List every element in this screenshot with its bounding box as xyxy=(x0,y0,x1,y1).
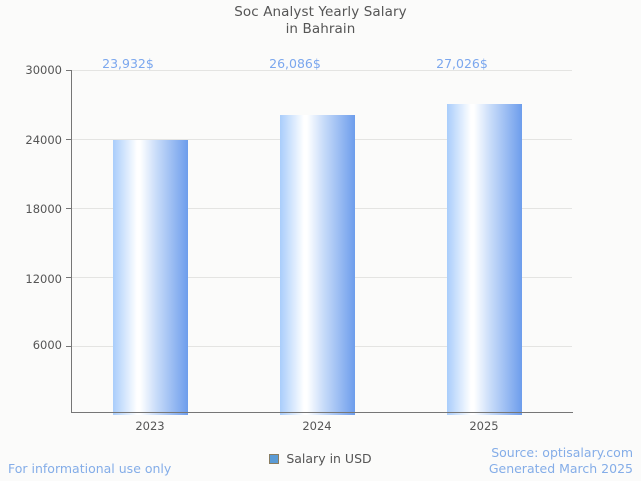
y-tick-label-30000: 30000 xyxy=(25,63,62,77)
y-tick-label-12000: 12000 xyxy=(25,272,62,286)
source-note: Source: optisalary.com Generated March 2… xyxy=(489,445,633,476)
generated-text: Generated March 2025 xyxy=(488,460,633,476)
y-axis-labels: 30000 24000 18000 12000 6000 xyxy=(0,0,62,481)
x-tick-label-2025: 2025 xyxy=(469,419,499,433)
value-label-2024: 26,086$ xyxy=(269,56,321,71)
y-tick-mark-18000 xyxy=(66,208,71,209)
y-axis-line xyxy=(71,70,72,413)
y-tick-label-6000: 6000 xyxy=(32,338,62,352)
legend-item-label: Salary in USD xyxy=(286,451,372,466)
y-tick-label-24000: 24000 xyxy=(25,133,62,147)
source-text: Source: optisalary.com xyxy=(491,445,633,460)
chart-legend: Salary in USD xyxy=(0,452,641,466)
y-tick-mark-30000 xyxy=(66,70,71,71)
y-tick-mark-6000 xyxy=(66,346,71,347)
bar-2025[interactable] xyxy=(447,104,522,415)
y-tick-label-18000: 18000 xyxy=(25,202,62,216)
legend-swatch-icon xyxy=(269,454,280,464)
disclaimer-note: For informational use only xyxy=(8,461,172,476)
value-label-2025: 27,026$ xyxy=(436,56,488,71)
gridline-30000 xyxy=(72,70,572,71)
x-axis-line xyxy=(71,412,573,413)
x-tick-label-2024: 2024 xyxy=(302,419,332,433)
bar-2024[interactable] xyxy=(280,115,355,415)
bar-2023[interactable] xyxy=(113,139,188,415)
x-tick-label-2023: 2023 xyxy=(135,419,165,433)
chart-subtitle: in Bahrain xyxy=(285,21,356,37)
y-tick-mark-12000 xyxy=(66,277,71,278)
chart-title: Soc Analyst Yearly Salary in Bahrain xyxy=(0,4,641,38)
y-tick-mark-24000 xyxy=(66,139,71,140)
value-label-2023: 23,932$ xyxy=(102,56,154,71)
plot-area xyxy=(72,70,572,415)
chart-title-main: Soc Analyst Yearly Salary xyxy=(234,4,407,20)
